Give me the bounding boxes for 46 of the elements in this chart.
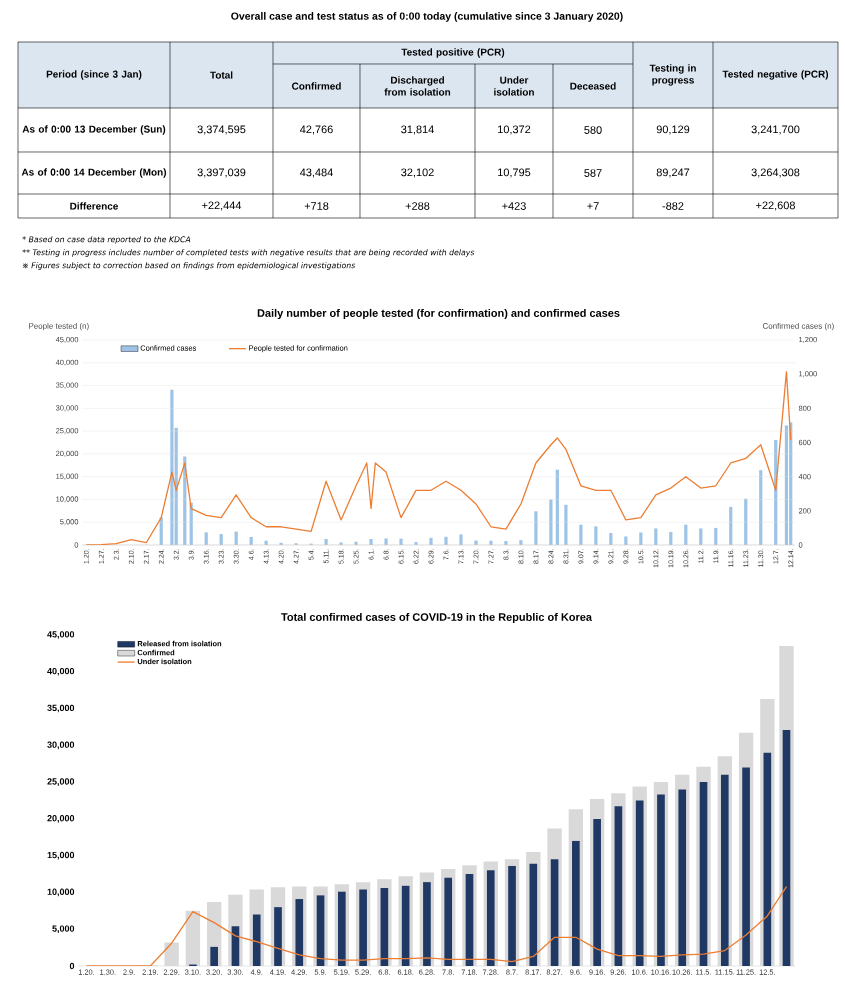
data-label: 3,397,039: [197, 168, 246, 178]
text: Overall case and test status as of 0:00 today (cumulative since 3 January 2020): [231, 12, 623, 22]
chart-title: Daily number of people tested (for confirmation) and confirmed cases: [257, 308, 620, 320]
y-tick-label: 25,000: [47, 778, 75, 786]
data-label: +22,608: [756, 201, 795, 211]
data-label: +718: [304, 202, 329, 210]
data-label: +22,444: [202, 201, 242, 211]
data-label: +7: [587, 202, 599, 210]
y-tick-label: 5,000: [52, 925, 75, 934]
y-tick-label: 35,000: [47, 704, 75, 713]
category-label: Tested negative (PCR): [722, 70, 829, 80]
data-label: 10,372: [498, 125, 531, 135]
text: Tested positive (PCR): [401, 48, 505, 58]
y-tick-label: 45,000: [47, 631, 75, 639]
y-tick-label: 10,000: [47, 888, 75, 897]
text: As of 0:00 14 December (Mon): [21, 168, 167, 178]
text: Difference: [70, 202, 119, 210]
data-label: +288: [405, 202, 430, 210]
data-label: 587: [584, 169, 602, 177]
y-tick-label: 0: [69, 962, 75, 970]
text: As of 0:00 13 December (Sun): [22, 125, 166, 135]
data-label: +423: [502, 202, 526, 210]
data-label: 3,241,700: [751, 125, 800, 135]
category-label: Deceased: [570, 82, 616, 90]
data-label: 43,484: [299, 168, 333, 178]
y-tick-label: 20,000: [47, 815, 75, 823]
text: Period (since 3 Jan): [46, 70, 142, 80]
data-label: 3,374,595: [197, 125, 246, 135]
y-tick-label: 15,000: [47, 851, 75, 860]
data-label: -882: [662, 202, 684, 210]
data-label: 10,795: [498, 168, 531, 178]
data-label: 32,102: [401, 168, 434, 178]
category-label: Total: [210, 71, 233, 79]
category-label: Under isolation: [494, 76, 534, 96]
data-label: 42,766: [299, 125, 333, 135]
category-label: Confirmed: [292, 82, 341, 90]
data-label: 31,814: [401, 125, 434, 135]
data-label: 580: [584, 126, 602, 134]
data-label: 89,247: [656, 168, 690, 178]
chart-title: Total confirmed cases of COVID-19 in the Republic of Korea: [281, 612, 593, 624]
data-label: 3,264,308: [751, 168, 800, 178]
category-label: Discharged from isolation: [384, 76, 451, 96]
category-label: Testing in progress: [649, 64, 696, 86]
y-tick-label: 40,000: [47, 667, 75, 676]
y-tick-label: 30,000: [47, 741, 75, 750]
data-label: 90,129: [656, 125, 690, 135]
